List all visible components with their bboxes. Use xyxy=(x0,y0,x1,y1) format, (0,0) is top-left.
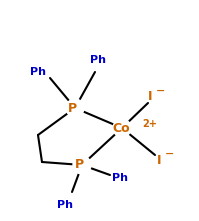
Text: 2+: 2+ xyxy=(142,119,157,129)
Text: −: − xyxy=(156,86,166,96)
Text: I: I xyxy=(148,91,152,103)
Text: Ph: Ph xyxy=(112,173,128,183)
Circle shape xyxy=(113,119,131,137)
Circle shape xyxy=(66,99,84,117)
Text: I: I xyxy=(157,154,161,166)
Circle shape xyxy=(73,156,91,174)
Text: Co: Co xyxy=(112,122,130,135)
Text: Ph: Ph xyxy=(30,67,46,77)
Text: Ph: Ph xyxy=(57,200,73,210)
Text: Ph: Ph xyxy=(90,55,106,65)
Text: P: P xyxy=(74,158,84,171)
Text: P: P xyxy=(67,101,77,114)
Text: −: − xyxy=(165,149,175,159)
